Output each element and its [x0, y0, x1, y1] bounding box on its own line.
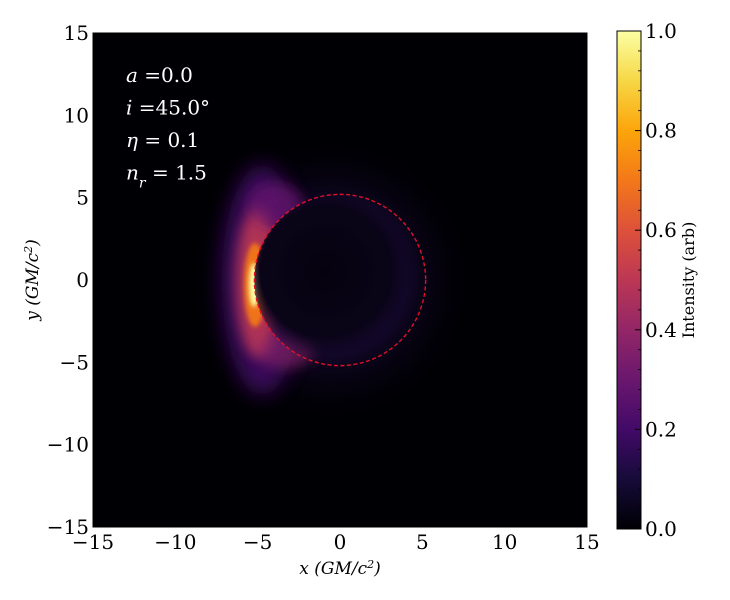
y-axis-ticks: −15 −10 −5 0 5 10 15 [47, 21, 587, 539]
x-tick-label: −15 [72, 530, 114, 554]
annotation-i: i =45.0° [126, 96, 210, 120]
heatmap-image [93, 33, 587, 527]
annotation-a: a =0.0 [126, 63, 193, 87]
colorbar-tick-label: 0.8 [645, 119, 677, 143]
colorbar-tick-label: 0.2 [645, 417, 677, 441]
y-tick-label: 15 [64, 21, 89, 45]
annotation-eta: η = 0.1 [126, 128, 199, 152]
y-tick-label: −5 [60, 350, 89, 374]
x-axis-ticks: −15 −10 −5 0 5 10 15 [72, 33, 600, 554]
colorbar-tick-label: 1.0 [645, 19, 677, 43]
y-tick-label: 10 [64, 103, 89, 127]
colorbar-tick-label: 0.0 [645, 517, 677, 541]
x-tick-label: 5 [416, 530, 429, 554]
colorbar-gradient [616, 30, 642, 530]
x-tick-label: 0 [334, 530, 347, 554]
shadow-boundary-circle [253, 193, 427, 367]
parameter-annotations: a =0.0 i =45.0° η = 0.1 nr = 1.5 [126, 63, 210, 192]
y-axis-label: y (GM/c2) [22, 239, 44, 322]
x-tick-label: −10 [154, 530, 196, 554]
colorbar-label: Intensity (arb) [679, 222, 698, 339]
x-axis-label: x (GM/c2) [299, 558, 381, 580]
y-tick-label: 5 [76, 186, 89, 210]
colorbar-ticks: 0.0 0.2 0.4 0.6 0.8 1.0 [635, 19, 677, 541]
x-tick-label: −5 [243, 530, 272, 554]
colorbar: 0.0 0.2 0.4 0.6 0.8 1.0 Intensity (arb) [616, 19, 698, 541]
y-tick-label: −15 [47, 515, 89, 539]
y-tick-label: −10 [47, 433, 89, 457]
colorbar-tick-label: 0.4 [645, 318, 677, 342]
colorbar-tick-label: 0.6 [645, 218, 677, 242]
x-tick-label: 15 [574, 530, 599, 554]
y-tick-label: 0 [76, 268, 89, 292]
annotation-n: nr = 1.5 [126, 161, 207, 192]
x-tick-label: 10 [492, 530, 517, 554]
shadow-interior [254, 194, 426, 366]
